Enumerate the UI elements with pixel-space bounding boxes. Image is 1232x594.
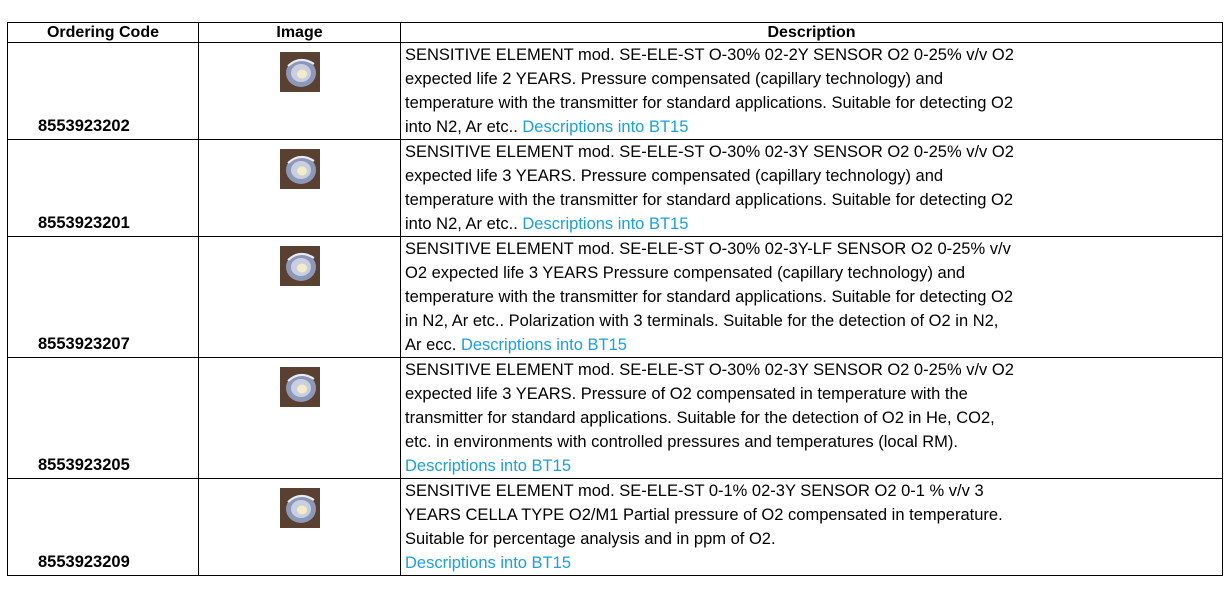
image-cell (199, 358, 401, 479)
image-cell (199, 479, 401, 576)
description-link[interactable]: Descriptions into BT15 (522, 118, 688, 136)
sensor-image (280, 246, 320, 286)
description-line: Descriptions into BT15 (405, 551, 1218, 575)
description-text: into N2, Ar etc.. (405, 215, 522, 233)
ordering-code: 8553923205 (8, 358, 199, 479)
description-line: SENSITIVE ELEMENT mod. SE-ELE-ST O-30% 0… (405, 43, 1218, 67)
sensor-image (280, 367, 320, 407)
description-link[interactable]: Descriptions into BT15 (405, 554, 571, 572)
page: Ordering Code Image Description 85539232… (0, 0, 1232, 594)
description-line: transmitter for standard applications. S… (405, 406, 1218, 430)
description-line: Suitable for percentage analysis and in … (405, 527, 1218, 551)
header-row: Ordering Code Image Description (8, 23, 1223, 43)
table-row: 8553923201 SENSITIVE ELEMENT mod. SE-ELE-… (8, 140, 1223, 237)
description: SENSITIVE ELEMENT mod. SE-ELE-ST 0-1% 02… (401, 479, 1223, 576)
header-cell: Ordering Code (8, 23, 199, 43)
description-text: into N2, Ar etc.. (405, 118, 522, 136)
description: SENSITIVE ELEMENT mod. SE-ELE-ST O-30% 0… (401, 237, 1223, 358)
ordering-code: 8553923209 (8, 479, 199, 576)
image-cell (199, 140, 401, 237)
table-body: 8553923202 SENSITIVE ELEMENT mod. SE-ELE-… (8, 43, 1223, 576)
description-line: Descriptions into BT15 (405, 454, 1218, 478)
header-cell: Image (199, 23, 401, 43)
description-line: SENSITIVE ELEMENT mod. SE-ELE-ST O-30% 0… (405, 140, 1218, 164)
description-line: expected life 2 YEARS. Pressure compensa… (405, 67, 1218, 91)
description-line: temperature with the transmitter for sta… (405, 91, 1218, 115)
ordering-code: 8553923201 (8, 140, 199, 237)
description-line: SENSITIVE ELEMENT mod. SE-ELE-ST 0-1% 02… (405, 479, 1218, 503)
description-line: expected life 3 YEARS. Pressure of O2 co… (405, 382, 1218, 406)
description-text: Ar ecc. (405, 336, 461, 354)
description-line: etc. in environments with controlled pre… (405, 430, 1218, 454)
sensor-image (280, 149, 320, 189)
description-line: into N2, Ar etc.. Descriptions into BT15 (405, 115, 1218, 139)
description-line: SENSITIVE ELEMENT mod. SE-ELE-ST O-30% 0… (405, 237, 1218, 261)
description-line: Ar ecc. Descriptions into BT15 (405, 333, 1218, 357)
header-cell: Description (401, 23, 1223, 43)
ordering-code: 8553923207 (8, 237, 199, 358)
ordering-code: 8553923202 (8, 43, 199, 140)
sensor-image (280, 488, 320, 528)
description: SENSITIVE ELEMENT mod. SE-ELE-ST O-30% 0… (401, 43, 1223, 140)
description-line: O2 expected life 3 YEARS Pressure compen… (405, 261, 1218, 285)
description-line: into N2, Ar etc.. Descriptions into BT15 (405, 212, 1218, 236)
description-line: in N2, Ar etc.. Polarization with 3 term… (405, 309, 1218, 333)
description-line: expected life 3 YEARS. Pressure compensa… (405, 164, 1218, 188)
description-line: temperature with the transmitter for sta… (405, 188, 1218, 212)
product-table: Ordering Code Image Description 85539232… (7, 22, 1223, 576)
description: SENSITIVE ELEMENT mod. SE-ELE-ST O-30% 0… (401, 358, 1223, 479)
description-line: YEARS CELLA TYPE O2/M1 Partial pressure … (405, 503, 1218, 527)
description-link[interactable]: Descriptions into BT15 (461, 336, 627, 354)
description-line: SENSITIVE ELEMENT mod. SE-ELE-ST O-30% 0… (405, 358, 1218, 382)
description: SENSITIVE ELEMENT mod. SE-ELE-ST O-30% 0… (401, 140, 1223, 237)
image-cell (199, 43, 401, 140)
sensor-image (280, 52, 320, 92)
table-row: 8553923205 SENSITIVE ELEMENT mod. SE-ELE-… (8, 358, 1223, 479)
description-line: temperature with the transmitter for sta… (405, 285, 1218, 309)
description-link[interactable]: Descriptions into BT15 (522, 215, 688, 233)
description-link[interactable]: Descriptions into BT15 (405, 457, 571, 475)
table-row: 8553923207 SENSITIVE ELEMENT mod. SE-ELE-… (8, 237, 1223, 358)
table-row: 8553923209 SENSITIVE ELEMENT mod. SE-ELE-… (8, 479, 1223, 576)
table-row: 8553923202 SENSITIVE ELEMENT mod. SE-ELE-… (8, 43, 1223, 140)
image-cell (199, 237, 401, 358)
